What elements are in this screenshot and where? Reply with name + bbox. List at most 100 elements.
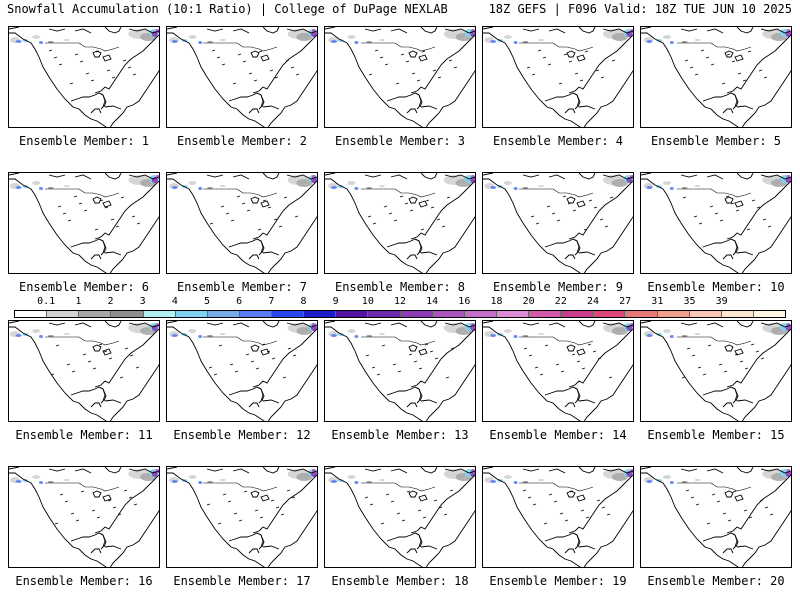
lake-mark [527, 496, 532, 499]
lake-mark [282, 376, 287, 379]
snowfall-area [47, 481, 54, 483]
legend-tick-label: 3 [139, 296, 146, 307]
coastline [544, 238, 580, 256]
coastline [736, 399, 754, 404]
ensemble-map-panel [482, 466, 634, 568]
lake-mark [563, 53, 568, 56]
lake-mark [399, 195, 404, 198]
lake-mark [91, 509, 96, 512]
coastline [578, 105, 596, 110]
lake-mark [54, 522, 59, 525]
snowfall-area [188, 181, 197, 185]
snowfall-area [513, 187, 518, 190]
coastline [248, 108, 260, 114]
lake-mark [367, 215, 372, 218]
lake-mark [270, 499, 275, 502]
coastline [544, 92, 580, 110]
snowfall-area [347, 475, 356, 479]
lake-mark [762, 218, 767, 221]
coastline [483, 321, 633, 328]
coastline [572, 92, 581, 108]
ensemble-member-label: Ensemble Member: 9 [492, 280, 624, 294]
snowfall-area [171, 40, 178, 43]
lake-mark [250, 360, 255, 363]
snowfall-area [337, 185, 344, 188]
lake-mark [122, 59, 127, 62]
lake-mark [396, 512, 401, 515]
country-border [519, 42, 594, 52]
lake-mark [587, 343, 592, 346]
lake-mark [409, 209, 414, 212]
snowfall-map [325, 321, 475, 421]
snowfall-area [331, 186, 337, 189]
legend-tick-label: 20 [522, 296, 535, 307]
lake-mark [555, 363, 560, 366]
coastline [578, 251, 596, 256]
snowfall-area [47, 335, 54, 337]
snowfall-area [207, 41, 213, 43]
lake-mark [385, 493, 390, 496]
coastline [256, 532, 265, 548]
snowfall-area [198, 335, 203, 338]
ensemble-member-label: Ensemble Member: 19 [489, 574, 627, 588]
coastline [252, 474, 317, 534]
lake-mark [408, 353, 413, 356]
coastline [104, 467, 122, 474]
ensemble-member-label: Ensemble Member: 16 [15, 574, 153, 588]
lake-mark [432, 69, 437, 72]
coastline [483, 178, 633, 273]
lake-mark [253, 79, 258, 82]
coastline [408, 196, 428, 208]
country-border [677, 188, 752, 198]
ensemble-map-panel [166, 172, 318, 274]
snowfall-area [207, 335, 213, 337]
lake-mark [730, 202, 735, 205]
coastline [248, 254, 260, 260]
legend-swatch [15, 311, 48, 317]
snowfall-area [219, 185, 226, 187]
coastline [702, 386, 738, 404]
lake-mark [606, 513, 611, 516]
lake-mark [220, 205, 225, 208]
legend-tick-label: 10 [361, 296, 374, 307]
lake-mark [748, 516, 753, 519]
coastline [262, 399, 280, 404]
coastline [9, 178, 159, 273]
coastline [414, 532, 423, 548]
legend-swatch [143, 311, 176, 317]
lake-mark [532, 503, 537, 506]
snowfall-area [522, 481, 529, 483]
coastline [228, 532, 264, 550]
lake-mark [705, 56, 710, 59]
legend-swatch [561, 311, 594, 317]
lake-mark [53, 56, 58, 59]
snowfall-area [32, 181, 41, 185]
lake-mark [574, 72, 579, 75]
snowfall-area [354, 41, 359, 44]
lake-mark [229, 363, 234, 366]
snowfall-map [325, 467, 475, 567]
lake-mark [693, 215, 698, 218]
coastline [262, 105, 280, 110]
coastline [325, 326, 475, 421]
lake-mark [534, 366, 539, 369]
legend-swatch [368, 311, 401, 317]
lake-mark [87, 360, 92, 363]
coastline [566, 50, 586, 62]
run-valid-time: 18Z GEFS | F096 Valid: 18Z TUE JUN 10 20… [488, 2, 792, 16]
lake-mark [608, 376, 613, 379]
coastline [702, 532, 738, 550]
lake-mark [388, 212, 393, 215]
coastline [736, 467, 754, 474]
snowfall-area [366, 41, 373, 43]
lake-mark [609, 196, 614, 199]
lake-mark [438, 506, 443, 509]
coastline [408, 50, 428, 62]
lake-mark [70, 512, 75, 515]
lake-mark [206, 503, 211, 506]
snowfall-area [646, 40, 653, 43]
lake-mark [601, 506, 606, 509]
lake-mark [376, 373, 381, 376]
lake-mark [429, 350, 434, 353]
snowfall-map [9, 27, 159, 127]
